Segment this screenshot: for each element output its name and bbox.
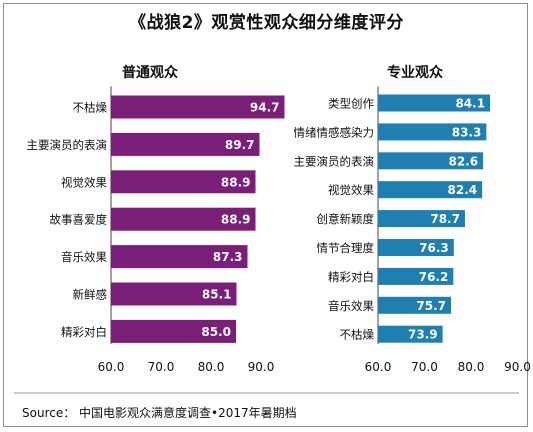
bar-pro bbox=[378, 94, 491, 112]
value-label-general: 89.7 bbox=[225, 138, 255, 152]
panel-title-pro: 专业观众 bbox=[387, 64, 443, 81]
value-label-general: 88.9 bbox=[221, 175, 251, 189]
value-label-pro: 82.6 bbox=[448, 154, 478, 168]
bar-general bbox=[111, 282, 237, 306]
bar-general bbox=[111, 95, 285, 119]
category-label-general: 主要演员的表演 bbox=[27, 138, 108, 152]
x-tick-label-general: 70.0 bbox=[148, 360, 175, 374]
source-note: Source： 中国电影观众满意度调查•2017年暑期档 bbox=[22, 406, 297, 420]
value-label-pro: 73.9 bbox=[408, 328, 438, 342]
category-label-general: 不枯燥 bbox=[73, 101, 108, 115]
category-label-pro: 创意新颖度 bbox=[317, 212, 375, 226]
x-tick-label-pro: 60.0 bbox=[365, 360, 392, 374]
category-label-pro: 主要演员的表演 bbox=[294, 154, 375, 168]
bar-pro bbox=[378, 296, 452, 314]
category-label-pro: 音乐效果 bbox=[328, 299, 374, 313]
bar-pro bbox=[378, 181, 483, 199]
bar-general bbox=[111, 170, 256, 194]
value-label-general: 94.7 bbox=[250, 101, 280, 115]
x-tick-label-general: 90.0 bbox=[248, 360, 275, 374]
bar-general bbox=[111, 245, 248, 269]
chart-title: 《战狼2》观赏性观众细分维度评分 bbox=[129, 13, 404, 33]
value-label-pro: 82.4 bbox=[448, 183, 478, 197]
bar-general bbox=[111, 319, 236, 343]
bar-pro bbox=[378, 267, 454, 285]
value-label-general: 87.3 bbox=[213, 250, 243, 264]
x-tick-label-pro: 80.0 bbox=[458, 360, 485, 374]
value-label-general: 85.0 bbox=[201, 325, 231, 339]
value-label-pro: 76.3 bbox=[419, 241, 449, 255]
value-label-pro: 84.1 bbox=[455, 97, 485, 111]
category-label-pro: 情节合理度 bbox=[317, 241, 375, 255]
category-label-pro: 视觉效果 bbox=[328, 183, 374, 197]
bar-general bbox=[111, 132, 260, 156]
value-label-general: 88.9 bbox=[221, 213, 251, 227]
panel-title-general: 普通观众 bbox=[122, 64, 178, 81]
value-label-pro: 78.7 bbox=[430, 212, 460, 226]
category-label-general: 精彩对白 bbox=[61, 325, 107, 339]
category-label-general: 视觉效果 bbox=[61, 175, 107, 189]
bar-pro bbox=[378, 239, 454, 256]
bar-pro bbox=[378, 210, 465, 228]
chart-frame bbox=[3, 3, 528, 427]
category-label-pro: 不枯燥 bbox=[340, 328, 375, 342]
value-label-pro: 83.3 bbox=[452, 125, 482, 139]
x-tick-label-general: 80.0 bbox=[198, 360, 225, 374]
bar-general bbox=[111, 207, 256, 231]
x-tick-label-pro: 90.0 bbox=[504, 360, 531, 374]
category-label-pro: 精彩对白 bbox=[328, 270, 374, 284]
bar-pro bbox=[378, 123, 487, 141]
x-tick-label-general: 60.0 bbox=[98, 360, 125, 374]
bar-pro bbox=[378, 325, 443, 343]
value-label-general: 85.1 bbox=[202, 288, 232, 302]
category-label-general: 新鲜感 bbox=[73, 288, 108, 302]
category-label-general: 音乐效果 bbox=[61, 250, 107, 264]
x-tick-label-pro: 70.0 bbox=[411, 360, 438, 374]
value-label-pro: 76.2 bbox=[419, 270, 449, 284]
value-label-pro: 75.7 bbox=[416, 299, 446, 313]
bar-pro bbox=[378, 152, 484, 170]
category-label-pro: 情绪情感感染力 bbox=[294, 125, 375, 139]
category-label-general: 故事喜爱度 bbox=[50, 213, 108, 227]
category-label-pro: 类型创作 bbox=[328, 97, 374, 111]
